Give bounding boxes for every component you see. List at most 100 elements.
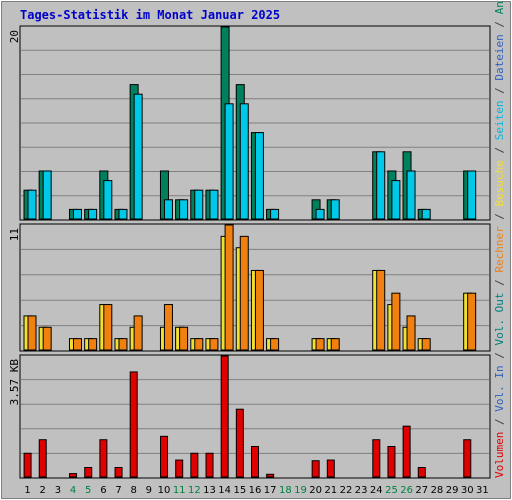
bar-dateien-day-6 <box>103 180 113 220</box>
x-tick-label: 29 <box>446 485 459 496</box>
bar-rechner-day-2 <box>42 326 52 351</box>
x-tick-label: 1 <box>24 485 30 496</box>
side-legend-part: / <box>493 81 506 101</box>
bar-dateien-day-10 <box>163 199 173 220</box>
bar-volumen-day-17 <box>266 473 275 478</box>
side-legend-part: Volumen <box>493 432 506 478</box>
x-tick-label: 11 <box>173 485 186 496</box>
panel-volume-ymax: 3.57 KB <box>8 359 21 406</box>
bar-volumen-day-1 <box>23 452 32 478</box>
x-tick-label: 4 <box>70 485 76 496</box>
x-tick-label: 23 <box>355 485 368 496</box>
x-tick-label: 27 <box>415 485 428 496</box>
x-tick-label: 19 <box>294 485 307 496</box>
bar-volumen-day-27 <box>417 467 426 478</box>
bar-volumen-day-6 <box>99 439 108 478</box>
x-tick-label: 24 <box>370 485 383 496</box>
bar-dateien-day-4 <box>72 208 82 220</box>
bar-dateien-day-25 <box>391 180 401 220</box>
side-legend-part: / <box>493 412 506 432</box>
x-tick-label: 28 <box>431 485 444 496</box>
bar-dateien-day-12 <box>194 189 204 220</box>
x-tick-label: 15 <box>233 485 246 496</box>
bar-rechner-day-25 <box>391 292 401 351</box>
bar-volumen-day-21 <box>326 459 335 478</box>
bar-dateien-day-16 <box>254 132 264 220</box>
bar-dateien-day-20 <box>315 208 325 220</box>
side-legend-part: Vol. In <box>493 365 506 411</box>
panel-visits-hosts: 11 <box>8 223 491 352</box>
x-tick-label: 25 <box>385 485 398 496</box>
x-axis-day-labels: 1 2 3 4 5 6 7 8 9 10 11 12 13 14 15 16 17 18 19 20 21 22 23 24 2… <box>24 485 488 496</box>
x-tick-label: 5 <box>85 485 91 496</box>
bar-dateien-day-24 <box>376 151 386 220</box>
bar-volumen-day-4 <box>69 473 78 478</box>
bar-dateien-day-17 <box>270 208 280 220</box>
side-legend-part: / <box>493 14 506 34</box>
bar-volumen-day-12 <box>190 452 199 478</box>
bar-rechner-day-20 <box>315 338 325 351</box>
bar-volumen-day-20 <box>311 460 320 478</box>
bar-rechner-day-27 <box>421 338 431 351</box>
bar-volumen-day-2 <box>38 439 47 478</box>
x-tick-label: 21 <box>324 485 337 496</box>
bar-rechner-day-26 <box>406 315 416 351</box>
bar-rechner-day-12 <box>194 338 204 351</box>
panel-volume-bars <box>23 355 472 478</box>
side-legend-part: Besuche <box>493 160 506 206</box>
side-legend-part: / <box>493 140 506 160</box>
side-legend: Volumen / Vol. In / Vol. Out / Rechner /… <box>493 0 506 478</box>
panel-visits-hosts-bars <box>23 224 477 351</box>
bar-dateien-day-26 <box>406 170 416 220</box>
side-legend-part: / <box>493 273 506 293</box>
bar-rechner-day-30 <box>467 292 477 351</box>
bar-volumen-day-14 <box>220 355 229 478</box>
bar-rechner-day-1 <box>27 315 37 351</box>
x-tick-label: 16 <box>249 485 262 496</box>
bar-volumen-day-5 <box>84 467 93 478</box>
x-tick-label: 13 <box>203 485 216 496</box>
bar-dateien-day-1 <box>27 189 37 220</box>
bar-rechner-day-16 <box>254 269 264 351</box>
bar-rechner-day-17 <box>270 338 280 351</box>
x-tick-label: 3 <box>55 485 61 496</box>
x-tick-label: 14 <box>218 485 231 496</box>
panel-requests-files-bars <box>23 26 477 220</box>
bar-dateien-day-2 <box>42 170 52 220</box>
bar-volumen-day-10 <box>160 435 169 478</box>
x-tick-label: 7 <box>115 485 121 496</box>
x-tick-label: 30 <box>461 485 474 496</box>
bar-volumen-day-30 <box>463 439 472 478</box>
bar-volumen-day-13 <box>205 452 214 478</box>
bar-dateien-day-27 <box>421 208 431 220</box>
bar-dateien-day-5 <box>88 208 98 220</box>
side-legend-part: Vol. Out <box>493 293 506 346</box>
side-legend-part: Rechner <box>493 226 506 273</box>
bar-rechner-day-10 <box>163 304 173 351</box>
bar-rechner-day-8 <box>133 315 143 351</box>
bar-rechner-day-7 <box>118 338 128 351</box>
bar-dateien-day-8 <box>133 93 143 220</box>
x-tick-label: 18 <box>279 485 292 496</box>
panel-volume: 3.57 KB <box>8 354 491 479</box>
panel-requests-files: 20 <box>8 25 491 221</box>
bar-volumen-day-11 <box>175 459 184 478</box>
bar-volumen-day-16 <box>251 445 259 478</box>
side-legend-part: Anfragen <box>493 0 506 14</box>
panel-requests-files-ymax: 20 <box>8 30 21 43</box>
bar-dateien-day-14 <box>224 103 234 220</box>
side-legend-part: Seiten <box>493 100 506 140</box>
bar-rechner-day-15 <box>239 235 249 351</box>
bar-dateien-day-11 <box>179 199 189 220</box>
bar-rechner-day-13 <box>209 338 219 351</box>
x-tick-label: 22 <box>340 485 353 496</box>
bar-rechner-day-11 <box>179 326 189 351</box>
bar-rechner-day-5 <box>88 338 98 351</box>
bar-rechner-day-6 <box>103 304 113 351</box>
bar-volumen-day-26 <box>402 425 411 478</box>
bar-volumen-day-7 <box>114 467 123 478</box>
bar-dateien-day-13 <box>209 189 219 220</box>
